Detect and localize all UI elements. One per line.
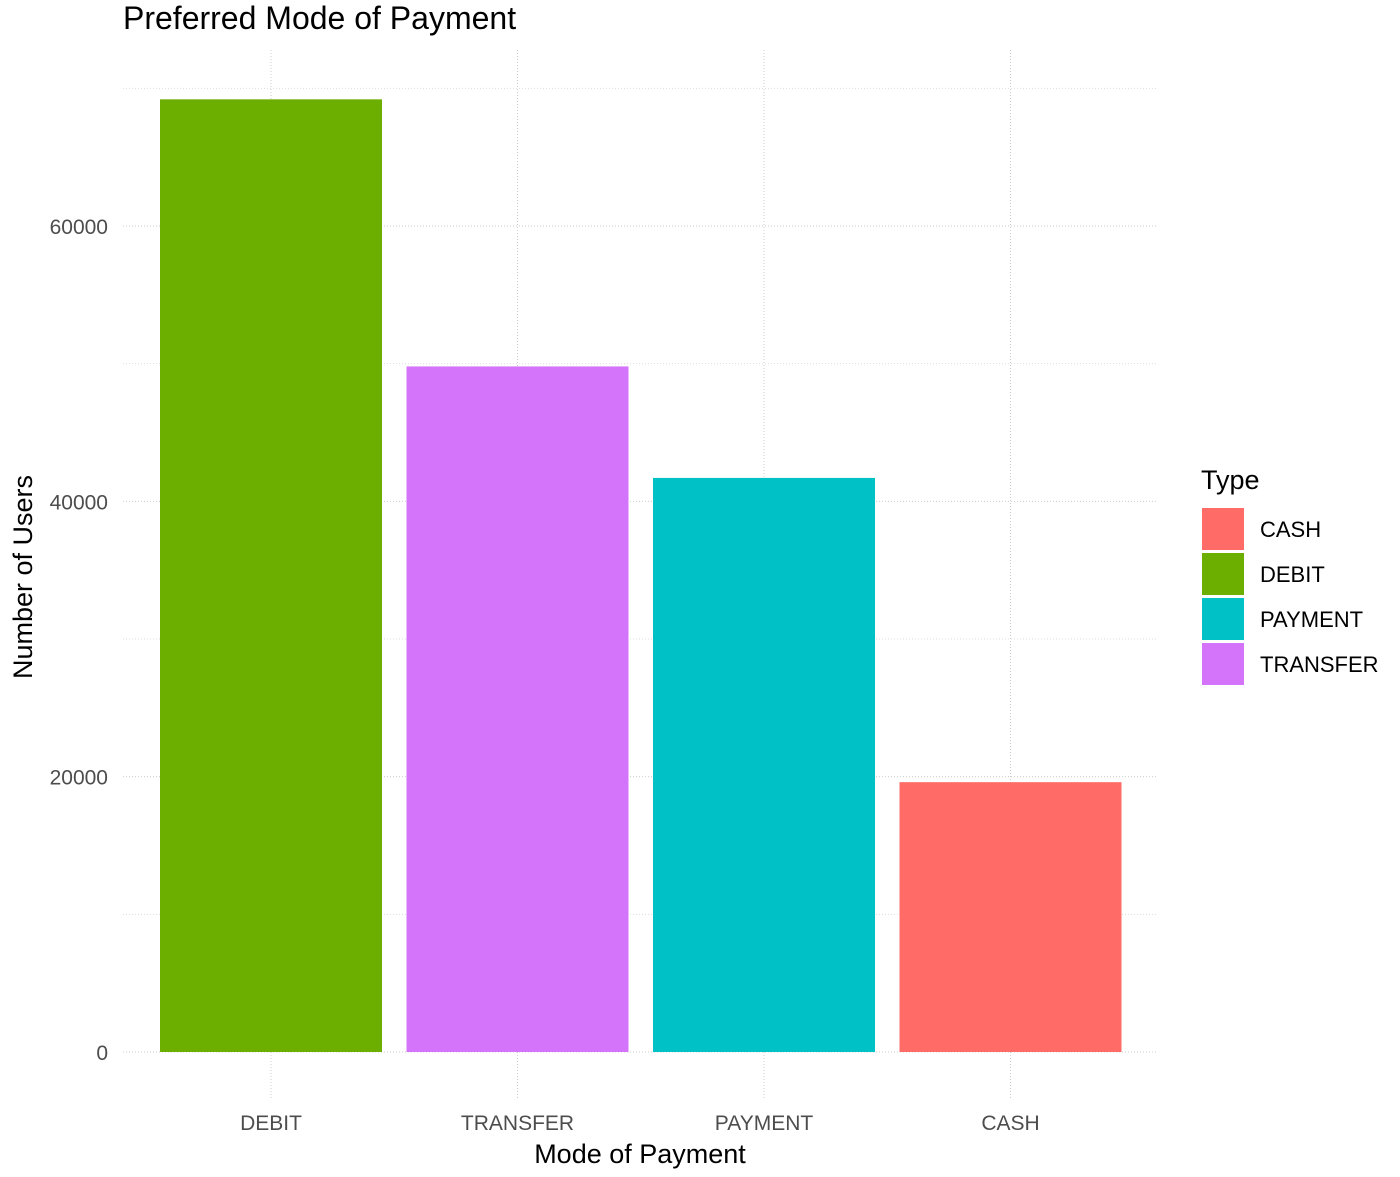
x-tick-label: TRANSFER — [461, 1112, 574, 1135]
legend-swatch-cash — [1202, 508, 1244, 550]
bar-transfer — [406, 366, 629, 1052]
y-tick-label: 20000 — [50, 767, 108, 790]
chart-title: Preferred Mode of Payment — [123, 0, 516, 36]
y-tick-label: 60000 — [50, 216, 108, 239]
legend-label-transfer: TRANSFER — [1260, 652, 1379, 677]
x-tick-labels: DEBIT TRANSFER PAYMENT CASH — [240, 1112, 1040, 1135]
legend-title: Type — [1201, 465, 1260, 495]
x-tick-label: PAYMENT — [715, 1112, 814, 1135]
legend-swatch-debit — [1202, 553, 1244, 595]
y-tick-labels: 0 20000 40000 60000 — [50, 216, 108, 1065]
legend: Type CASH DEBIT PAYMENT TRANSFER — [1201, 465, 1379, 685]
bar-payment — [653, 477, 875, 1052]
y-axis-title: Number of Users — [8, 475, 38, 679]
bars — [160, 99, 1122, 1052]
y-tick-label: 0 — [96, 1042, 108, 1065]
y-tick-label: 40000 — [50, 491, 108, 514]
bar-debit — [160, 99, 382, 1052]
x-axis-title: Mode of Payment — [534, 1139, 746, 1169]
bar-cash — [899, 782, 1122, 1052]
x-tick-label: CASH — [981, 1112, 1039, 1135]
x-tick-label: DEBIT — [240, 1112, 302, 1135]
legend-label-cash: CASH — [1260, 517, 1321, 542]
legend-label-payment: PAYMENT — [1260, 607, 1363, 632]
legend-swatch-transfer — [1202, 643, 1244, 685]
legend-label-debit: DEBIT — [1260, 562, 1325, 587]
legend-swatch-payment — [1202, 598, 1244, 640]
